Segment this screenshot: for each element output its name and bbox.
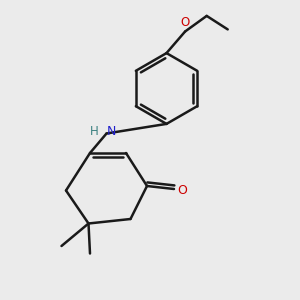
Text: O: O <box>178 184 188 197</box>
Text: N: N <box>107 124 116 138</box>
Text: H: H <box>89 124 98 138</box>
Text: O: O <box>181 16 190 29</box>
